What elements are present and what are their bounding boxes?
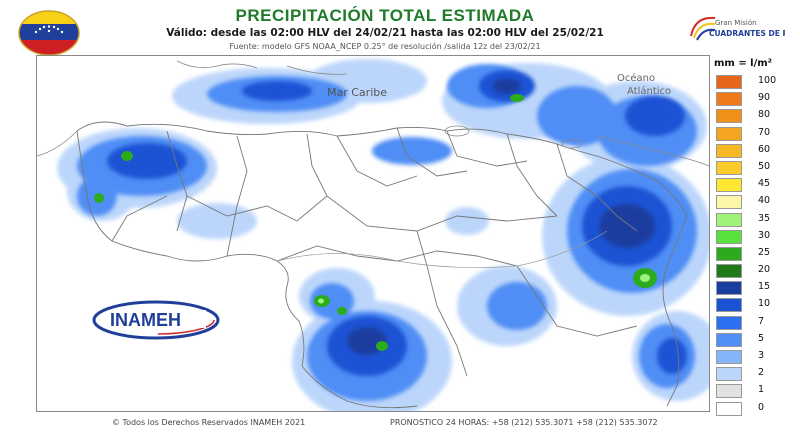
copyright: © Todos los Derechos Reservados INAMEH 2… (112, 418, 306, 427)
legend-label: 80 (758, 109, 771, 121)
map-title: PRECIPITACIÓN TOTAL ESTIMADA (235, 6, 535, 25)
legend-swatch (716, 109, 742, 124)
legend-label: 30 (758, 229, 771, 241)
legend-swatch (716, 350, 742, 364)
legend-row: 100 (716, 73, 796, 90)
legend-label: 90 (758, 92, 771, 104)
coastlines (37, 60, 709, 167)
gdp-line2: CUADRANTES DE PAZ (709, 29, 785, 38)
validity-period: Válido: desde las 02:00 HLV del 24/02/21… (166, 27, 604, 39)
ocean-label-2: Atlántico (627, 85, 671, 97)
ocean-label-1: Océano (617, 72, 655, 84)
legend-swatch (716, 143, 742, 158)
legend-label: 35 (758, 212, 771, 224)
legend-label: 45 (758, 178, 771, 190)
legend-label: 60 (758, 143, 771, 155)
legend-row: 30 (716, 228, 796, 245)
legend-swatch (716, 401, 742, 416)
legend-label: 40 (758, 195, 771, 207)
legend-swatch (716, 75, 742, 89)
inameh-logo: INAMEH (92, 300, 220, 340)
legend-swatch (716, 298, 742, 313)
legend-label: 100 (758, 75, 777, 86)
legend-row: 60 (716, 142, 796, 159)
legend-swatch (716, 126, 742, 141)
legend-row: 80 (716, 107, 796, 124)
legend-row: 3 (716, 348, 796, 365)
legend-swatch (716, 160, 742, 175)
legend-swatch (716, 178, 742, 193)
orinoco-river (276, 230, 608, 269)
legend-row: 2 (716, 365, 796, 382)
legend-row: 35 (716, 211, 796, 228)
legend-row: 0 (716, 400, 796, 417)
legend-swatch (716, 229, 742, 244)
legend-row: 90 (716, 90, 796, 107)
legend-row: 15 (716, 279, 796, 296)
legend-label: 50 (758, 160, 771, 172)
legend-label: 10 (758, 298, 771, 310)
legend-label: 20 (758, 264, 771, 276)
legend-swatch (716, 367, 742, 382)
inameh-text: INAMEH (110, 310, 181, 330)
legend-label: 25 (758, 246, 771, 258)
legend-row: 50 (716, 159, 796, 176)
color-legend: 100 90 80 70 60 50 45 40 35 30 25 20 15 10 7 5 3 2 1 0 (716, 73, 796, 417)
legend-unit: mm = l/m² (714, 58, 773, 69)
legend-swatch (716, 384, 742, 399)
legend-row: 10 (716, 296, 796, 313)
rain-areas-light-green (318, 274, 650, 304)
legend-label: 5 (758, 332, 765, 344)
gran-mision-cuadrantes-logo: Gran Misión CUADRANTES DE PAZ (690, 16, 785, 41)
forecast-contact: PRONOSTICO 24 HORAS: +58 (212) 535.3071 … (390, 418, 658, 427)
legend-label: 15 (758, 281, 771, 293)
rain-areas-green (94, 94, 657, 351)
legend-row: 40 (716, 193, 796, 210)
legend-label: 2 (758, 367, 765, 379)
legend-row: 5 (716, 331, 796, 348)
venezuela-flag-emblem (18, 10, 80, 56)
legend-swatch (716, 246, 742, 261)
legend-row: 70 (716, 125, 796, 142)
legend-swatch (716, 264, 742, 279)
legend-row: 45 (716, 176, 796, 193)
legend-row: 20 (716, 262, 796, 279)
legend-swatch (716, 195, 742, 210)
legend-swatch (716, 212, 742, 227)
data-source: Fuente: modelo GFS NOAA_NCEP 0.25° de re… (229, 42, 541, 51)
legend-row: 25 (716, 245, 796, 262)
gdp-line1: Gran Misión (715, 19, 757, 27)
legend-label: 3 (758, 350, 765, 361)
legend-row: 1 (716, 382, 796, 399)
sea-label: Mar Caribe (327, 86, 387, 99)
legend-swatch (716, 332, 742, 347)
legend-swatch (716, 281, 742, 296)
legend-row: 7 (716, 314, 796, 331)
legend-swatch (716, 92, 742, 107)
legend-label: 0 (758, 401, 765, 413)
legend-label: 1 (758, 384, 765, 396)
precipitation-map: Mar Caribe Océano Atlántico (36, 55, 710, 412)
legend-swatch (716, 315, 742, 330)
legend-label: 70 (758, 126, 771, 138)
legend-label: 7 (758, 315, 765, 327)
map-canvas: Mar Caribe Océano Atlántico (37, 56, 709, 411)
